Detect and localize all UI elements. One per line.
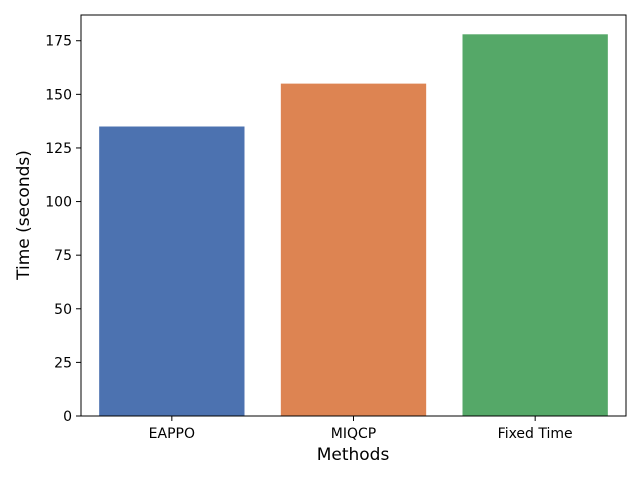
x-axis-label: Methods (317, 445, 390, 465)
y-tick-label: 0 (63, 409, 72, 425)
y-tick-label: 125 (45, 141, 72, 157)
x-tick-label: Fixed Time (498, 426, 573, 442)
x-axis-ticks: EAPPO MIQCP Fixed Time (149, 416, 573, 442)
y-tick-label: 100 (45, 195, 72, 211)
y-tick-label: 25 (54, 355, 72, 371)
y-tick-label: 150 (45, 87, 72, 103)
bars-group (99, 34, 608, 416)
y-tick-label: 50 (54, 302, 72, 318)
y-tick-label: 75 (54, 248, 72, 264)
x-tick-label: EAPPO (149, 426, 195, 442)
bar-fixed-time (462, 34, 608, 416)
x-tick-label: MIQCP (331, 426, 376, 442)
y-tick-label: 175 (45, 34, 72, 50)
y-axis-label: Time (seconds) (14, 150, 34, 281)
plot-frame (80, 14, 627, 417)
bar-eappo (99, 126, 245, 416)
bar-miqcp (280, 83, 427, 416)
y-axis-ticks: 0 25 50 75 100 125 150 175 (45, 34, 81, 425)
